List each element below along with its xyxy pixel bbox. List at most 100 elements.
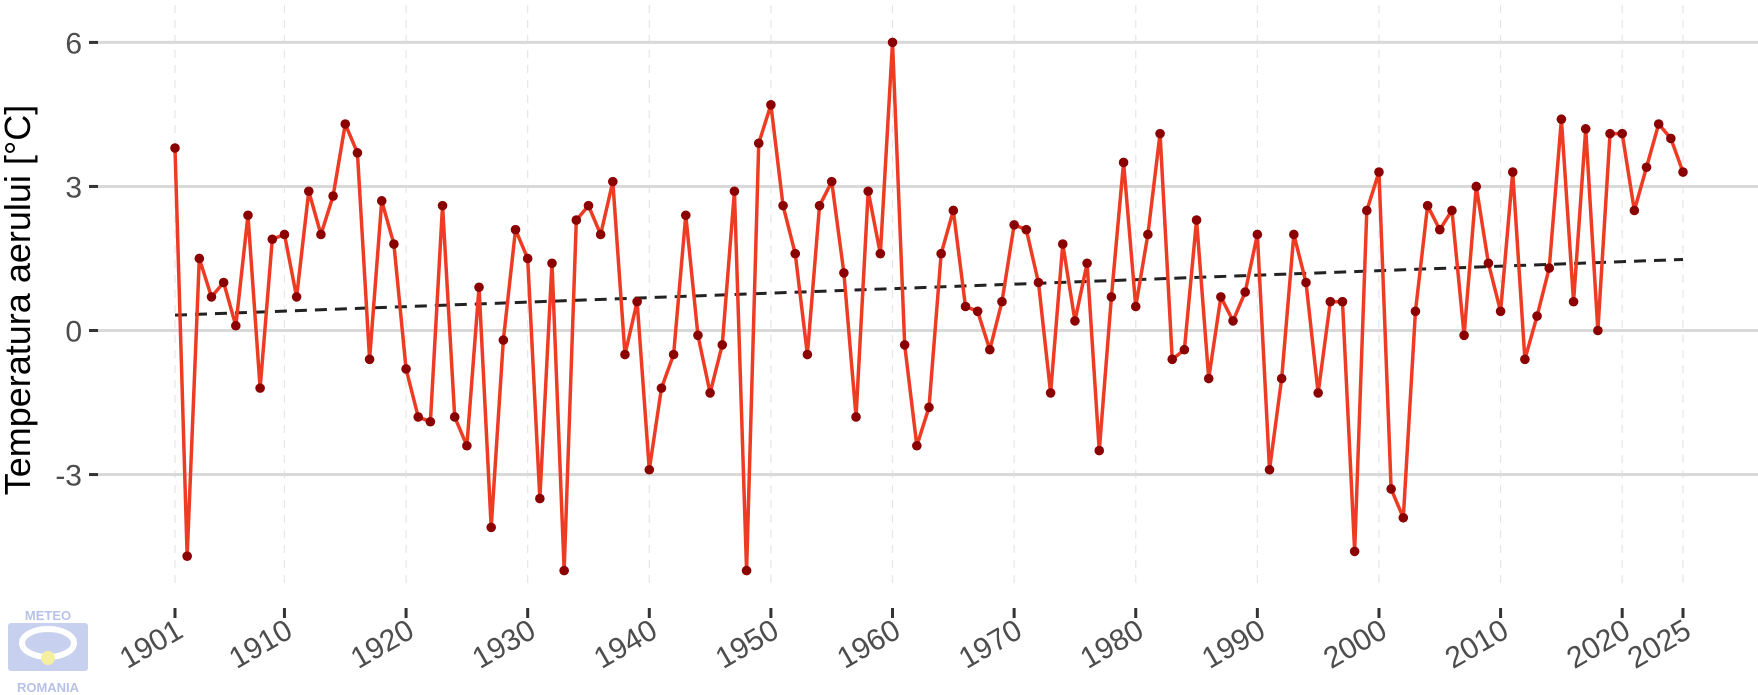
- data-point-1976: [1082, 258, 1092, 269]
- data-point-1928: [498, 335, 509, 345]
- data-point-1987: [1216, 292, 1226, 302]
- y-tick-label: 3: [65, 171, 82, 204]
- data-point-1973: [1045, 388, 1056, 398]
- data-point-1955: [826, 176, 837, 187]
- data-point-2021: [1629, 205, 1640, 216]
- data-point-1969: [997, 296, 1007, 307]
- data-point-2001: [1386, 484, 1396, 494]
- data-point-2000: [1374, 167, 1384, 177]
- data-point-1996: [1325, 296, 1336, 307]
- grid: [98, 5, 1758, 590]
- data-point-1915: [340, 119, 351, 129]
- data-point-1916: [352, 148, 363, 158]
- data-point-1979: [1118, 157, 1129, 168]
- data-point-1963: [924, 402, 934, 413]
- x-tick-label: 1920: [345, 613, 419, 675]
- data-point-1938: [620, 349, 630, 360]
- data-point-1977: [1094, 445, 1105, 456]
- data-point-1948: [741, 565, 752, 576]
- data-point-2012: [1520, 354, 1530, 365]
- data-point-1907: [243, 210, 253, 221]
- data-point-1927: [486, 522, 496, 533]
- data-point-2006: [1447, 205, 1457, 216]
- data-point-1960: [887, 37, 898, 48]
- data-point-1933: [559, 565, 569, 576]
- meteo-romania-logo: METEO ROMANIA: [8, 608, 88, 695]
- data-point-1912: [303, 186, 314, 197]
- data-point-1964: [936, 248, 946, 259]
- data-point-1988: [1228, 316, 1238, 326]
- data-point-2009: [1483, 258, 1494, 269]
- data-point-1919: [389, 239, 399, 249]
- data-point-1978: [1106, 292, 1117, 302]
- data-point-2016: [1568, 296, 1579, 307]
- data-point-1932: [547, 258, 557, 269]
- trend-line: [174, 257, 1684, 317]
- data-point-1972: [1033, 277, 1044, 288]
- logo-bottom-text: ROMANIA: [17, 680, 80, 695]
- data-point-2015: [1556, 114, 1567, 125]
- data-point-1917: [364, 354, 375, 365]
- data-point-1935: [583, 200, 594, 211]
- data-point-1966: [960, 301, 971, 312]
- data-point-2014: [1544, 263, 1555, 273]
- data-point-1911: [291, 292, 302, 302]
- data-point-1922: [425, 416, 436, 427]
- data-point-1980: [1130, 301, 1141, 312]
- data-point-1999: [1362, 205, 1372, 216]
- data-point-1924: [449, 412, 460, 422]
- data-point-1998: [1349, 546, 1360, 557]
- data-point-1991: [1264, 464, 1275, 475]
- data-point-1939: [632, 296, 642, 307]
- data-point-1989: [1240, 287, 1250, 297]
- data-point-1965: [948, 205, 959, 216]
- data-point-1962: [912, 440, 922, 451]
- data-point-1990: [1252, 229, 1263, 240]
- data-point-2018: [1593, 325, 1603, 336]
- data-point-1929: [510, 224, 521, 235]
- data-point-1931: [535, 493, 545, 504]
- data-point-1905: [218, 277, 229, 288]
- data-point-1975: [1070, 316, 1080, 326]
- data-point-1947: [729, 186, 740, 197]
- data-point-2004: [1422, 200, 1433, 211]
- data-point-1957: [851, 412, 861, 422]
- x-tick-label: 2010: [1440, 613, 1514, 675]
- data-point-1940: [644, 464, 655, 475]
- data-point-1921: [413, 412, 424, 422]
- data-point-1970: [1009, 220, 1019, 230]
- data-point-1956: [839, 268, 849, 278]
- data-point-1906: [231, 320, 241, 331]
- data-point-2005: [1434, 224, 1445, 235]
- data-point-1968: [985, 344, 995, 355]
- data-point-1901: [170, 143, 180, 153]
- data-point-1986: [1203, 373, 1214, 384]
- data-point-1995: [1313, 388, 1323, 398]
- logo-top-text: METEO: [25, 608, 71, 623]
- data-point-1993: [1289, 229, 1299, 240]
- data-point-1953: [802, 349, 813, 360]
- data-point-1985: [1191, 215, 1202, 225]
- data-point-1909: [267, 234, 278, 245]
- x-tick-label: 1980: [1075, 613, 1149, 675]
- data-point-1930: [522, 253, 533, 264]
- data-point-2003: [1410, 306, 1421, 317]
- data-point-1913: [316, 229, 326, 240]
- data-point-1945: [705, 388, 715, 398]
- data-point-2017: [1580, 124, 1591, 134]
- data-point-1967: [972, 306, 983, 317]
- data-point-2025: [1678, 167, 1688, 177]
- data-series: [170, 37, 1688, 576]
- y-tick-label: 0: [65, 316, 82, 349]
- data-point-1958: [863, 186, 873, 197]
- data-point-1992: [1276, 373, 1287, 384]
- x-tick-label: 1960: [832, 613, 906, 675]
- data-point-1983: [1167, 354, 1178, 365]
- data-point-2007: [1459, 330, 1469, 341]
- x-tick-label: 1940: [588, 613, 662, 675]
- data-point-1903: [194, 253, 205, 264]
- y-axis-label: Temperatura aerului [°C]: [0, 105, 38, 496]
- data-point-1923: [437, 200, 448, 211]
- data-point-1984: [1179, 344, 1190, 355]
